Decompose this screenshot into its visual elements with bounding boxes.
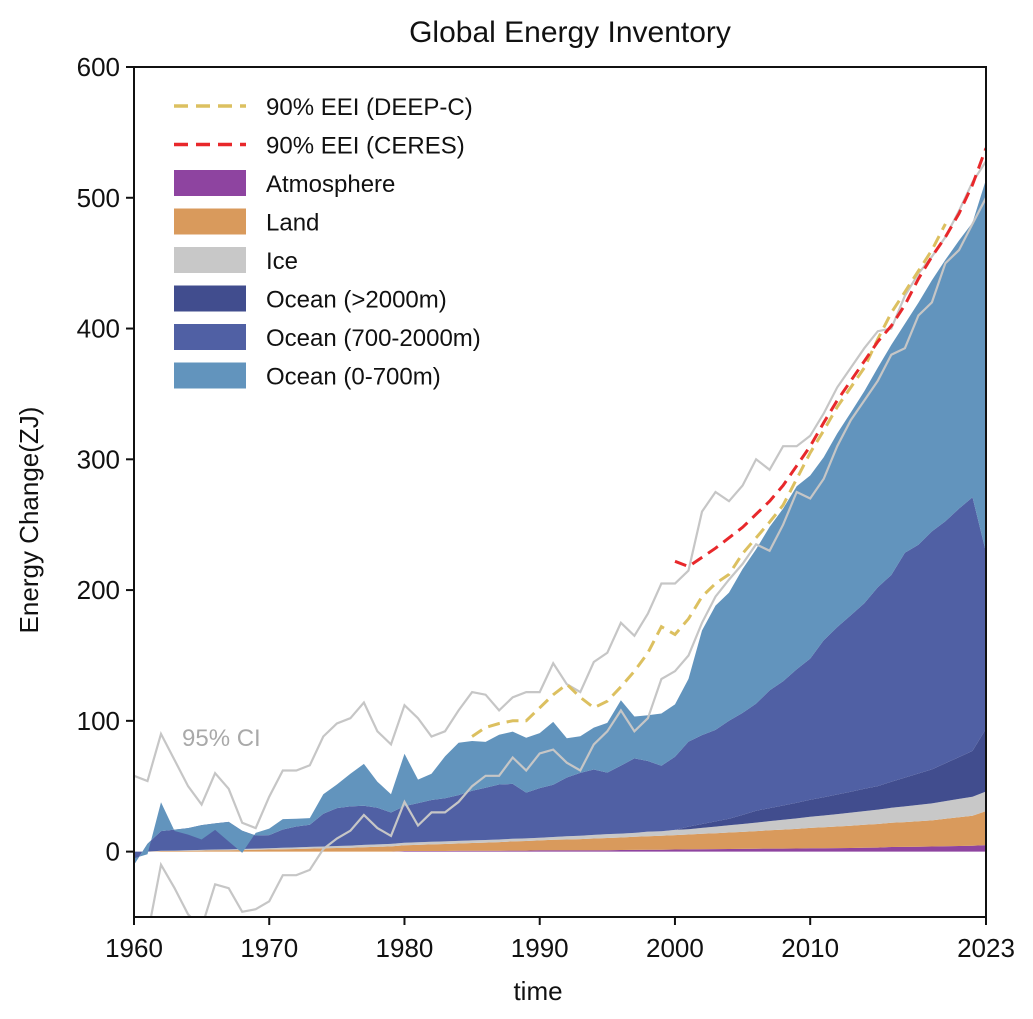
legend: 90% EEI (DEEP-C) 90% EEI (CERES) Atmospher… bbox=[174, 94, 481, 391]
x-axis-label: time bbox=[513, 976, 562, 1006]
legend-swatch bbox=[174, 362, 246, 389]
y-axis-label: Energy Change(ZJ) bbox=[14, 407, 44, 634]
ci-label: 95% CI bbox=[182, 725, 261, 752]
legend-label: Ocean (>2000m) bbox=[266, 287, 447, 314]
ci-upper-line bbox=[134, 160, 986, 830]
area-atmosphere bbox=[134, 845, 986, 852]
x-tick-label: 1990 bbox=[511, 933, 569, 963]
legend-entry-land: Land bbox=[174, 208, 319, 237]
x-axis-ticks: 1960 1970 1980 1990 2000 2010 2023 bbox=[105, 917, 1015, 963]
area-ocean-700-2000m- bbox=[134, 497, 986, 865]
legend-swatch bbox=[174, 324, 246, 350]
legend-swatch bbox=[174, 208, 246, 235]
legend-swatch bbox=[174, 247, 246, 273]
y-tick-label: 500 bbox=[77, 183, 120, 213]
y-tick-label: 100 bbox=[77, 706, 120, 736]
x-tick-label: 1980 bbox=[376, 933, 434, 963]
plot-frame bbox=[133, 66, 987, 918]
legend-label: Ocean (700-2000m) bbox=[266, 325, 481, 352]
eei-deepc-line bbox=[471, 223, 947, 738]
x-tick-label: 1960 bbox=[105, 933, 163, 963]
ci-lower-line bbox=[149, 197, 986, 917]
x-tick-label: 1970 bbox=[240, 933, 298, 963]
legend-entry-ocean-0-700m-: Ocean (0-700m) bbox=[174, 362, 441, 391]
y-tick-label: 600 bbox=[77, 52, 120, 82]
legend-entry-90-eei-deep-c-: 90% EEI (DEEP-C) bbox=[174, 94, 473, 121]
confidence-interval bbox=[134, 160, 986, 917]
stacked-areas bbox=[134, 179, 986, 865]
legend-label: Ice bbox=[266, 248, 298, 275]
x-tick-label: 2023 bbox=[957, 933, 1015, 963]
area-ocean-0-700m- bbox=[134, 179, 986, 865]
legend-label: Atmosphere bbox=[266, 171, 395, 198]
legend-swatch bbox=[174, 285, 246, 312]
y-tick-label: 200 bbox=[77, 575, 120, 605]
eei-lines bbox=[471, 147, 986, 738]
y-tick-label: 300 bbox=[77, 444, 120, 474]
chart-title: Global Energy Inventory bbox=[409, 16, 731, 49]
y-tick-label: 400 bbox=[77, 314, 120, 344]
y-tick-label: 0 bbox=[106, 837, 120, 867]
legend-entry-90-eei-ceres-: 90% EEI (CERES) bbox=[174, 133, 465, 160]
eei-ceres-line bbox=[674, 147, 986, 569]
legend-entry-ocean-700-2000m-: Ocean (700-2000m) bbox=[174, 324, 481, 352]
legend-entry-ice: Ice bbox=[174, 247, 298, 275]
legend-label: 90% EEI (DEEP-C) bbox=[266, 94, 473, 121]
legend-entry-ocean-2000m-: Ocean (>2000m) bbox=[174, 285, 447, 314]
legend-label: 90% EEI (CERES) bbox=[266, 133, 465, 160]
area-land bbox=[134, 811, 986, 852]
legend-swatch bbox=[174, 170, 246, 196]
legend-label: Land bbox=[266, 210, 319, 237]
x-tick-label: 2010 bbox=[781, 933, 839, 963]
area-ice bbox=[134, 791, 986, 852]
x-tick-label: 2000 bbox=[646, 933, 704, 963]
y-axis-ticks: 0 100 200 300 400 500 600 bbox=[77, 52, 134, 867]
legend-entry-atmosphere: Atmosphere bbox=[174, 170, 395, 198]
legend-label: Ocean (0-700m) bbox=[266, 364, 441, 391]
